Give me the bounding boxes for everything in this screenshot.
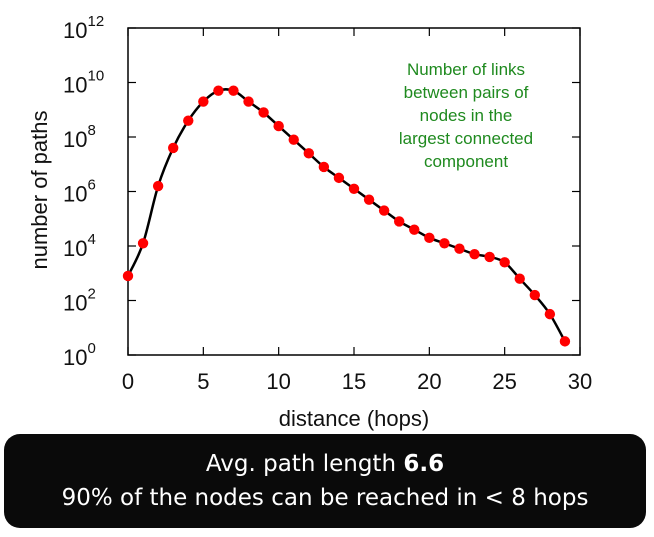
data-point <box>484 251 495 263</box>
data-point <box>529 289 540 301</box>
data-point <box>363 194 375 205</box>
y-axis-ticks: 100 102 104 106 108 1010 1012 <box>63 13 580 370</box>
summary-line-1: Avg. path length 6.6 <box>4 447 646 481</box>
data-point <box>152 180 164 192</box>
data-point <box>183 115 194 126</box>
data-point <box>243 96 254 107</box>
data-markers <box>122 85 571 347</box>
data-point <box>469 248 480 260</box>
annotation-line: Number of links <box>407 60 525 79</box>
x-axis-ticks: 0 5 10 15 20 25 30 <box>122 28 592 394</box>
summary-line-2: 90% of the nodes can be reached in < 8 h… <box>61 485 589 511</box>
chart: 0 5 10 15 20 25 30 100 102 104 106 108 1010 1012 Num… <box>27 13 592 431</box>
data-point <box>228 85 239 96</box>
summary-banner: Avg. path length 6.6 90% of the nodes ca… <box>4 434 646 528</box>
data-point <box>198 96 209 107</box>
y-tick-label: 104 <box>63 231 96 261</box>
data-point <box>273 120 284 132</box>
data-point <box>454 243 465 254</box>
data-point <box>514 273 525 284</box>
data-point <box>303 148 314 159</box>
y-tick-label: 108 <box>63 122 96 152</box>
data-point <box>409 224 420 235</box>
y-tick-label: 1010 <box>63 68 104 98</box>
x-tick-label: 5 <box>197 369 209 394</box>
data-point <box>424 232 435 244</box>
y-tick-label: 100 <box>63 340 96 370</box>
data-point <box>439 238 450 249</box>
annotation-line: largest connected <box>399 129 533 148</box>
x-tick-label: 10 <box>266 369 290 394</box>
data-point <box>288 134 299 145</box>
x-tick-label: 0 <box>122 369 134 394</box>
data-point <box>137 238 149 249</box>
x-axis-label: distance (hops) <box>279 406 429 431</box>
x-tick-label: 30 <box>568 369 592 394</box>
summary-label: Avg. path length <box>205 451 404 477</box>
data-point <box>122 270 134 282</box>
y-axis-label: number of paths <box>27 111 52 270</box>
x-tick-label: 15 <box>342 369 366 394</box>
data-point <box>559 336 571 347</box>
data-point <box>394 216 405 227</box>
data-point <box>378 205 390 216</box>
data-point <box>168 142 179 154</box>
series-line <box>126 88 567 342</box>
annotation-line: between pairs of <box>404 83 529 102</box>
chart-annotation: Number of links between pairs of nodes in … <box>399 60 533 171</box>
x-tick-label: 25 <box>492 369 516 394</box>
data-point <box>348 183 360 194</box>
data-point <box>213 85 224 96</box>
data-point <box>318 161 330 173</box>
data-point <box>499 257 510 268</box>
annotation-line: component <box>424 152 508 171</box>
annotation-line: nodes in the <box>420 106 513 125</box>
y-tick-label: 1012 <box>63 13 104 43</box>
x-tick-label: 20 <box>417 369 441 394</box>
data-point <box>333 172 345 184</box>
avg-path-length-value: 6.6 <box>403 451 445 477</box>
data-point <box>544 308 556 320</box>
y-tick-label: 102 <box>63 286 96 316</box>
y-tick-label: 106 <box>63 177 96 207</box>
data-point <box>258 107 269 118</box>
